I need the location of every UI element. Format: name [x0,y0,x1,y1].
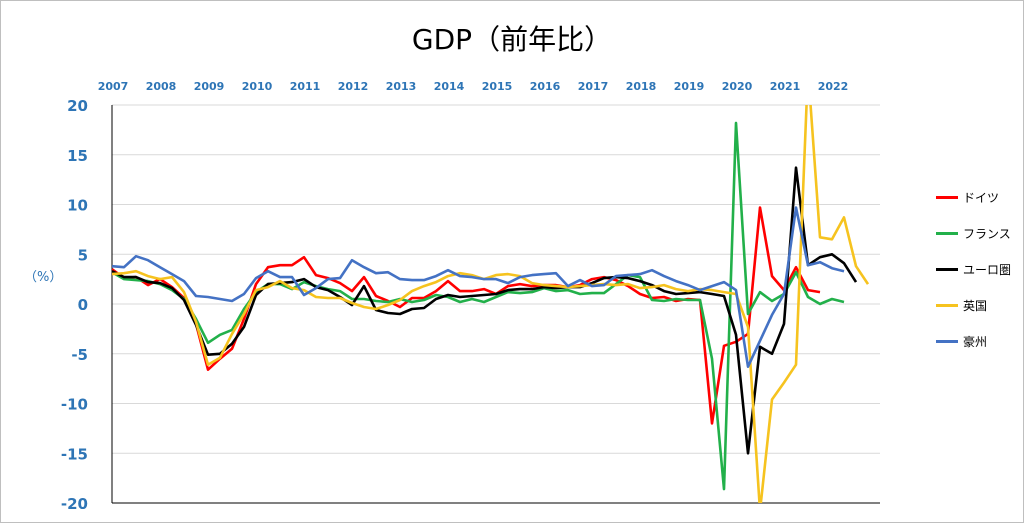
x-tick-label: 2008 [146,80,177,93]
y-tick-label: -10 [61,396,88,414]
x-tick-label: 2012 [338,80,369,93]
legend-swatch [936,267,958,271]
legend-swatch [936,339,958,343]
y-axis-unit-label: （%） [24,270,63,285]
series-line-3 [112,166,858,455]
y-tick-label: 10 [67,197,88,215]
legend-label: 豪州 [963,334,988,349]
y-tick-label: 0 [78,296,88,314]
x-tick-label: 2021 [770,80,801,93]
x-tick-label: 2011 [290,80,321,93]
y-tick-label: 5 [78,246,88,264]
x-tick-label: 2022 [818,80,849,93]
series-line-1 [112,206,821,425]
x-tick-label: 2015 [482,80,513,93]
x-tick-label: 2017 [578,80,609,93]
y-tick-label: 15 [67,147,88,165]
series-line-4 [112,105,870,503]
legend-item: ドイツ [936,188,999,206]
x-tick-label: 2016 [530,80,561,93]
series-line-5 [112,206,845,369]
y-tick-label: -20 [61,495,88,513]
series-group [112,105,870,503]
legend-swatch [936,303,958,307]
chart-title: GDP（前年比） [411,23,613,56]
x-tick-label: 2009 [194,80,225,93]
legend-swatch [936,231,958,235]
x-tick-label: 2020 [722,80,753,93]
legend-label: 英国 [963,298,988,313]
legend-label: フランス [963,226,1011,241]
legend-item: フランス [936,224,1011,242]
x-tick-label: 2007 [98,80,129,93]
y-tick-label: -15 [61,445,88,463]
x-tick-label: 2010 [242,80,273,93]
legend-swatch [936,195,958,199]
legend-label: ドイツ [963,190,1000,205]
legend-item: 英国 [936,296,987,314]
x-tick-label: 2013 [386,80,417,93]
legend-item: 豪州 [936,332,987,350]
legend-label: ユーロ圏 [963,262,1012,277]
y-tick-label: 20 [67,97,88,115]
series-line-2 [112,121,845,491]
x-tick-label: 2019 [674,80,705,93]
x-tick-label: 2014 [434,80,465,93]
y-tick-label: -5 [71,346,88,364]
legend-item: ユーロ圏 [936,260,1011,278]
x-tick-label: 2018 [626,80,657,93]
